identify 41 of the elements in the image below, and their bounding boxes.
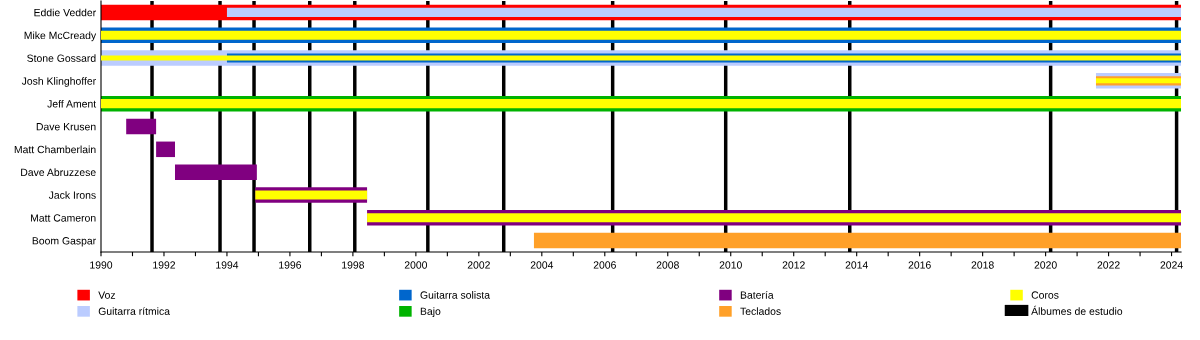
x-tick-label: 1990 [90, 261, 113, 269]
x-tick-label: 2018 [971, 261, 994, 269]
y-tick-label: Stone Gossard [27, 54, 96, 62]
y-tick-label: Mike McCready [24, 31, 97, 42]
y-tick-label: Matt Chamberlain [14, 145, 96, 154]
x-tick-label: 2020 [1034, 261, 1057, 269]
x-tick-label: 1996 [279, 261, 302, 269]
x-tick-label: 2010 [719, 261, 742, 269]
x-tick-label: 2004 [530, 261, 554, 269]
x-tick-label: 2016 [908, 261, 931, 269]
y-tick-label: Dave Abruzzese [21, 168, 96, 177]
legend-label: Álbumes de estudio [1031, 305, 1123, 315]
legend-label: Guitarra solista [420, 291, 491, 299]
x-tick-label: 2022 [1097, 261, 1120, 269]
legend-label: Batería [740, 290, 774, 299]
y-tick-label: Eddie Vedder [34, 8, 96, 17]
legend-label: Coros [1031, 291, 1059, 299]
y-tick-label: Jeff Ament [47, 99, 97, 108]
y-tick-label: Dave Krusen [36, 123, 96, 131]
x-tick-label: 1992 [153, 261, 176, 269]
x-tick-label: 2012 [782, 261, 805, 269]
x-tick-label: 2008 [656, 261, 679, 269]
bar [156, 141, 175, 158]
y-tick-label: Boom Gaspar [32, 237, 96, 247]
legend-label: Guitarra rítmica [98, 307, 170, 315]
y-tick-label: Josh Klinghoffer [21, 77, 96, 87]
x-tick-label: 1998 [342, 261, 365, 269]
x-tick-label: 2000 [404, 261, 428, 269]
legend-label: Teclados [740, 307, 781, 315]
legend-label: Voz [98, 291, 116, 299]
x-tick-label: 2002 [467, 261, 490, 269]
legend-label: Bajo [420, 307, 441, 318]
x-tick-label: 2014 [845, 261, 868, 269]
x-tick-label: 2024 [1160, 261, 1183, 269]
bar [174, 164, 257, 180]
y-tick-label: Jack Irons [48, 191, 96, 199]
x-tick-label: 2006 [593, 261, 616, 269]
bar [101, 99, 1181, 109]
y-tick-label: Matt Cameron [31, 214, 96, 222]
x-tick-label: 1994 [216, 261, 239, 269]
bar [126, 118, 157, 135]
